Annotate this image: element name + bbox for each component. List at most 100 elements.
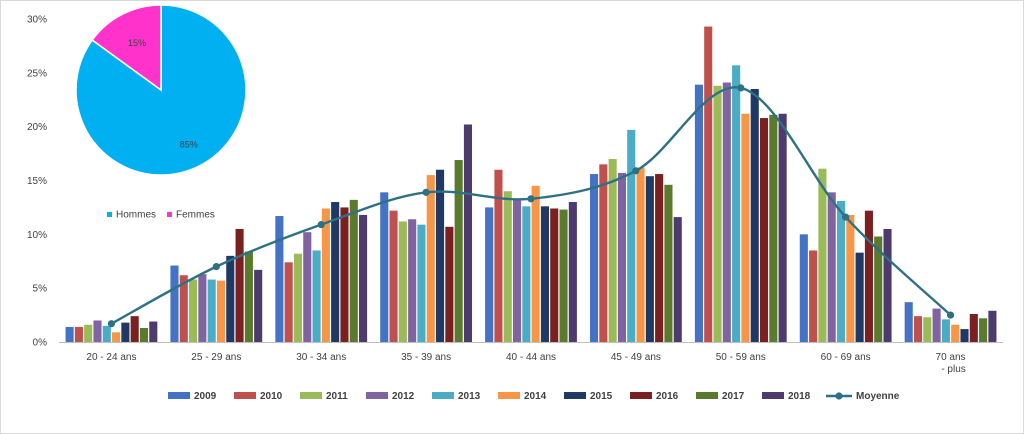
bar-2010-6 — [599, 164, 608, 342]
legend-item-2013: 2013 — [432, 391, 481, 402]
bar-2009-4 — [380, 192, 389, 342]
legend-item-2010: 2010 — [234, 391, 283, 402]
bar-2013-6 — [627, 129, 636, 342]
bar-2018-2 — [254, 269, 263, 342]
y-tick-0: 0% — [33, 338, 48, 349]
bar-2013-7 — [732, 65, 741, 343]
bar-2016-7 — [759, 118, 769, 342]
legend-swatch-2009 — [168, 392, 190, 399]
bar-2011-4 — [398, 221, 407, 342]
pie-chart: 85% 15% — [75, 4, 247, 176]
moyenne-point-1 — [107, 320, 116, 328]
bar-2013-2 — [207, 279, 216, 342]
bar-2011-1 — [84, 324, 93, 342]
bar-2013-3 — [312, 250, 321, 342]
legend-item-2015: 2015 — [564, 391, 613, 402]
bar-2015-6 — [645, 176, 654, 342]
moyenne-point-6 — [632, 167, 640, 175]
bar-2014-4 — [426, 175, 435, 342]
bar-2010-2 — [179, 275, 188, 342]
legend-swatch-2018 — [762, 392, 784, 399]
bar-2010-5 — [494, 169, 503, 342]
bar-2010-7 — [704, 26, 713, 342]
series-2010 — [74, 26, 923, 342]
bar-2013-4 — [417, 224, 426, 342]
pie-legend-label-hommes: Hommes — [116, 210, 156, 221]
bar-2012-7 — [722, 82, 731, 343]
bar-2011-8 — [818, 168, 827, 342]
series-2015 — [121, 88, 969, 342]
bar-2009-2 — [170, 265, 179, 342]
bar-2014-2 — [216, 280, 226, 342]
x-tick-45-49-ans: 45 - 49 ans — [611, 352, 661, 363]
bar-2017-8 — [874, 236, 883, 342]
bar-2015-4 — [436, 169, 445, 342]
x-tick-60-69-ans: 60 - 69 ans — [821, 352, 871, 363]
pie-legend-label-femmes: Femmes — [176, 210, 215, 221]
y-tick-5: 5% — [33, 284, 48, 295]
bar-2014-3 — [321, 208, 330, 342]
bar-2017-3 — [349, 199, 358, 342]
moyenne-point-4 — [422, 188, 430, 196]
legend-item-2017: 2017 — [696, 391, 745, 402]
legend-item-2011: 2011 — [300, 391, 348, 402]
moyenne-line — [110, 86, 952, 325]
bar-2012-1 — [93, 320, 102, 342]
bar-2012-5 — [513, 198, 522, 342]
legend-swatch-2010 — [234, 392, 256, 399]
bar-2014-7 — [741, 113, 750, 342]
bar-2018-8 — [883, 228, 892, 342]
x-tick-35-39-ans: 35 - 39 ans — [401, 352, 451, 363]
series-2018 — [149, 113, 997, 342]
bar-2014-9 — [951, 324, 960, 342]
bar-2013-1 — [102, 325, 111, 342]
bar-2011-6 — [608, 158, 617, 342]
y-tick-30: 30% — [27, 15, 47, 26]
bar-2016-8 — [864, 210, 873, 342]
x-tick-40-44-ans: 40 - 44 ans — [506, 352, 556, 363]
legend-label-2017: 2017 — [722, 391, 745, 402]
x-tick-50-59-ans: 50 - 59 ans — [716, 352, 766, 363]
moyenne-point-5 — [527, 195, 535, 203]
series-2011 — [84, 85, 932, 342]
bar-2010-4 — [389, 210, 398, 342]
pie-legend: Hommes Femmes — [107, 210, 215, 221]
bar-2016-9 — [969, 314, 978, 342]
bar-2014-8 — [846, 214, 855, 342]
legend-item-2014: 2014 — [498, 391, 547, 402]
legend-label-2010: 2010 — [260, 391, 283, 402]
legend-item-moyenne: Moyenne — [826, 391, 900, 402]
bar-2010-3 — [284, 262, 293, 342]
x-tick-70-ans: 70 ans — [936, 352, 966, 363]
legend-swatch-2016 — [630, 392, 652, 399]
bar-2018-9 — [988, 310, 997, 342]
y-tick-20: 20% — [27, 122, 47, 133]
bar-2013-5 — [522, 206, 531, 342]
bar-2014-6 — [636, 167, 645, 342]
y-tick-15: 15% — [27, 176, 47, 187]
legend-label-2014: 2014 — [524, 391, 547, 402]
bar-2009-6 — [589, 174, 599, 342]
bar-2011-9 — [923, 317, 932, 342]
bar-2015-8 — [855, 252, 864, 342]
series-2014 — [112, 113, 960, 342]
bar-2018-6 — [673, 217, 682, 342]
bar-2018-4 — [463, 124, 473, 342]
bar-2015-7 — [750, 88, 759, 342]
legend-label-2016: 2016 — [656, 391, 679, 402]
bar-2009-1 — [65, 326, 74, 342]
bar-2017-6 — [664, 184, 673, 342]
bar-2009-5 — [485, 207, 494, 342]
pie-legend-swatch-hommes — [107, 212, 112, 217]
bar-2015-9 — [960, 329, 969, 342]
legend-swatch-2015 — [564, 392, 586, 399]
legend-swatch-2017 — [696, 392, 718, 399]
bar-2016-6 — [655, 174, 664, 342]
bar-2015-1 — [121, 322, 130, 342]
moyenne-series — [107, 84, 955, 328]
bar-2012-8 — [827, 192, 836, 342]
bar-2016-5 — [550, 208, 559, 342]
y-tick-25: 25% — [27, 68, 47, 79]
